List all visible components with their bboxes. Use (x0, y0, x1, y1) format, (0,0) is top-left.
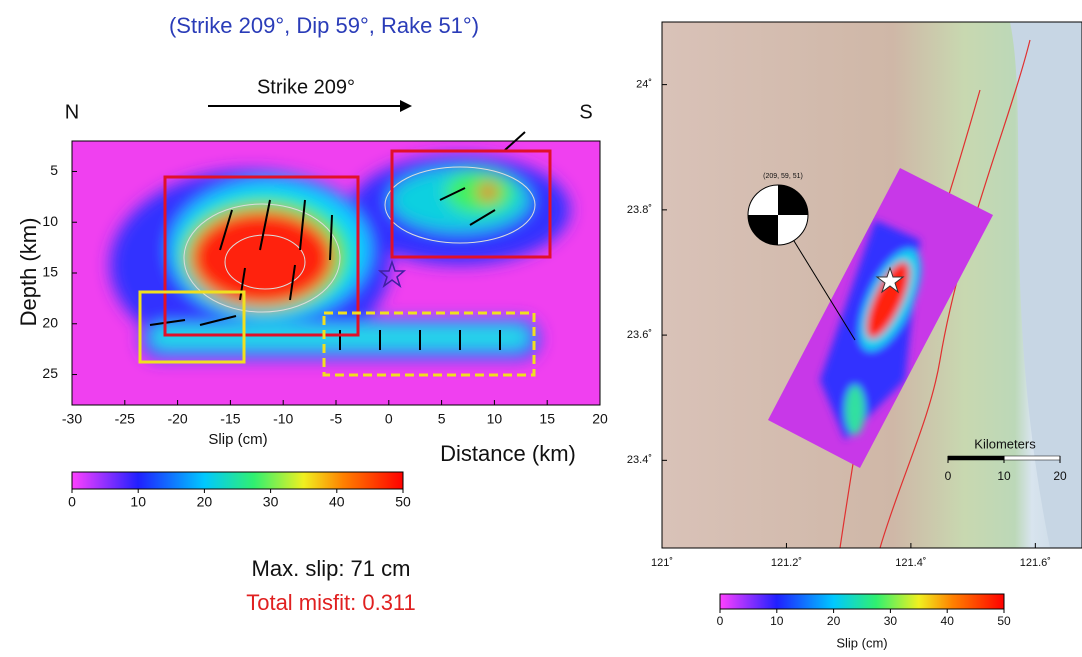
colorbar-tick-label: 30 (263, 494, 279, 510)
colorbar-tick-label: 40 (941, 614, 955, 628)
x-tick-label: 10 (487, 411, 503, 427)
x-tick-label: 0 (385, 411, 393, 427)
y-tick-label: 25 (42, 365, 58, 381)
x-tick-label: -5 (330, 411, 343, 427)
lat-tick-label: 23.4˚ (627, 454, 652, 466)
mechanism-label: (209, 59, 51) (763, 173, 803, 180)
y-tick-label: 15 (42, 264, 58, 280)
scale-bar-tick-label: 20 (1053, 469, 1067, 483)
colorbar-tick-label: 0 (717, 614, 724, 628)
lat-tick-label: 23.8˚ (627, 204, 652, 216)
scale-bar-tick-label: 10 (997, 469, 1011, 483)
map (662, 22, 1082, 548)
colorbar-tick-label: 10 (130, 494, 146, 510)
colorbar-label: Slip (cm) (836, 635, 887, 650)
title: (Strike 209°, Dip 59°, Rake 51°) (169, 13, 479, 38)
lon-tick-label: 121.4˚ (895, 557, 926, 569)
scale-bar-label: Kilometers (974, 436, 1036, 451)
y-tick-label: 5 (50, 162, 58, 178)
colorbar-tick-label: 0 (68, 494, 76, 510)
x-tick-label: -25 (115, 411, 135, 427)
x-tick-label: -20 (167, 411, 187, 427)
lat-tick-label: 24˚ (636, 79, 652, 91)
x-tick-label: -10 (273, 411, 293, 427)
south-label: S (579, 101, 592, 123)
colorbar (72, 472, 403, 489)
colorbar-tick-label: 10 (770, 614, 784, 628)
scale-bar-segment (948, 456, 1004, 460)
colorbar-tick-label: 50 (997, 614, 1011, 628)
y-axis-label: Depth (km) (16, 218, 41, 327)
north-label: N (65, 101, 79, 123)
strike-arrow-head (400, 100, 412, 112)
lat-tick-label: 23.6˚ (627, 329, 652, 341)
max-slip: Max. slip: 71 cm (252, 556, 411, 581)
x-tick-label: -15 (220, 411, 240, 427)
misfit: Total misfit: 0.311 (246, 590, 416, 615)
strike-label: Strike 209° (257, 76, 355, 98)
colorbar-tick-label: 20 (197, 494, 213, 510)
colorbar-tick-label: 40 (329, 494, 345, 510)
colorbar-tick-label: 50 (395, 494, 411, 510)
y-tick-label: 20 (42, 314, 58, 330)
x-tick-label: 20 (592, 411, 608, 427)
scale-bar-tick-label: 0 (945, 469, 952, 483)
colorbar (720, 594, 1004, 609)
x-tick-label: 5 (438, 411, 446, 427)
lon-tick-label: 121˚ (651, 557, 673, 569)
figure: (Strike 209°, Dip 59°, Rake 51°) Strike … (0, 0, 1082, 657)
lon-tick-label: 121.6˚ (1020, 557, 1051, 569)
colorbar-label: Slip (cm) (208, 431, 267, 448)
slip-map (72, 141, 600, 405)
colorbar-tick-label: 30 (884, 614, 898, 628)
x-axis-label: Distance (km) (440, 441, 576, 466)
lon-tick-label: 121.2˚ (771, 557, 802, 569)
x-tick-label: 15 (539, 411, 555, 427)
y-tick-label: 10 (42, 213, 58, 229)
x-tick-label: -30 (62, 411, 82, 427)
scale-bar-segment (1004, 456, 1060, 460)
colorbar-tick-label: 20 (827, 614, 841, 628)
